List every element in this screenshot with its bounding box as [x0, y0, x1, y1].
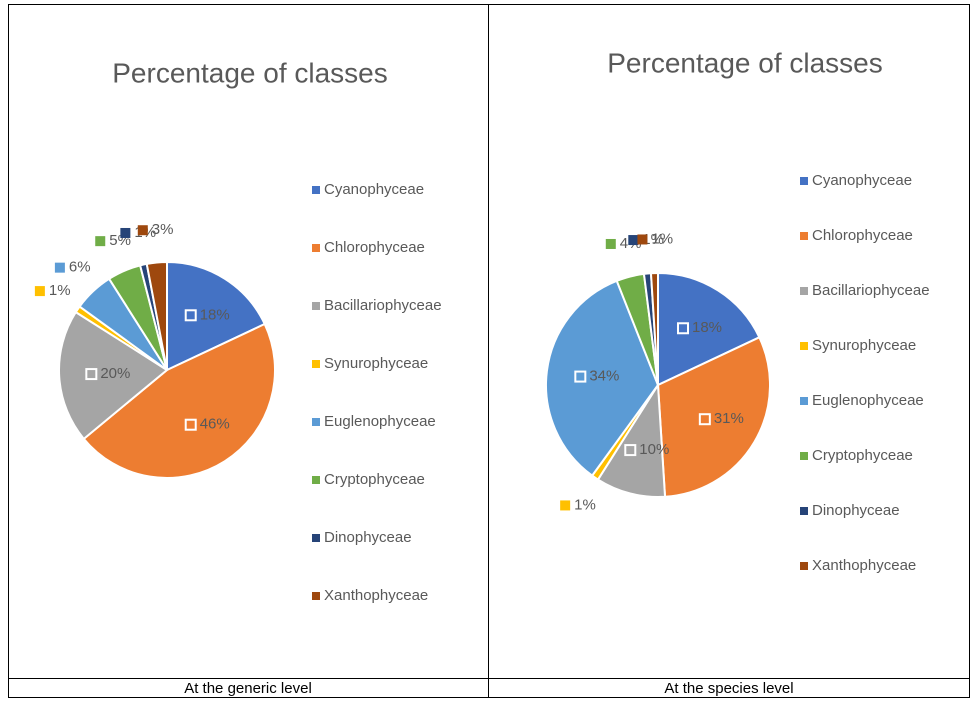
- label-marker: [677, 322, 690, 335]
- legend-label: Cyanophyceae: [812, 172, 912, 189]
- legend-swatch: [312, 418, 320, 426]
- legend-swatch: [800, 507, 808, 515]
- chart-title: Percentage of classes: [112, 57, 388, 88]
- legend-label: Dinophyceae: [324, 529, 412, 546]
- legend-swatch: [800, 452, 808, 460]
- label-marker: [184, 309, 197, 322]
- data-label: 34%: [589, 368, 619, 385]
- legend-label: Xanthophyceae: [324, 587, 428, 604]
- data-label: 6%: [69, 259, 91, 276]
- label-marker: [637, 234, 648, 245]
- label-marker: [560, 500, 571, 511]
- legend-label: Cryptophyceae: [324, 471, 425, 488]
- label-marker: [628, 235, 639, 246]
- label-marker: [34, 286, 45, 297]
- pie-slice: [657, 271, 761, 387]
- legend-swatch: [312, 302, 320, 310]
- data-label: 1%: [574, 496, 596, 513]
- data-label: 20%: [100, 365, 130, 382]
- pie-slice: [58, 310, 169, 441]
- legend-swatch: [312, 476, 320, 484]
- caption: At the generic level: [184, 680, 312, 697]
- legend-label: Synurophyceae: [324, 355, 428, 372]
- data-label: 10%: [639, 441, 669, 458]
- data-label: 1%: [642, 231, 664, 248]
- legend-swatch: [312, 186, 320, 194]
- pie-slice: [82, 322, 276, 479]
- data-label: 1%: [49, 282, 71, 299]
- legend-swatch: [800, 232, 808, 240]
- legend-swatch: [800, 397, 808, 405]
- legend-label: Euglenophyceae: [812, 392, 924, 409]
- legend-swatch: [312, 360, 320, 368]
- legend-swatch: [800, 562, 808, 570]
- legend-swatch: [800, 287, 808, 295]
- label-marker: [120, 227, 131, 238]
- legend-label: Synurophyceae: [812, 337, 916, 354]
- data-label: 3%: [152, 221, 174, 238]
- legend-label: Dinophyceae: [812, 502, 900, 519]
- data-label: 18%: [692, 319, 722, 336]
- pie-slice: [145, 260, 168, 371]
- legend-swatch: [800, 342, 808, 350]
- legend-label: Euglenophyceae: [324, 413, 436, 430]
- label-marker: [184, 418, 197, 431]
- legend-swatch: [312, 592, 320, 600]
- label-marker: [605, 238, 616, 249]
- pie-slice: [166, 260, 267, 372]
- pie-slice: [656, 335, 771, 498]
- data-label: 31%: [714, 410, 744, 427]
- label-marker: [137, 225, 148, 236]
- legend-label: Cyanophyceae: [324, 181, 424, 198]
- legend-label: Chlorophyceae: [812, 227, 913, 244]
- legend-swatch: [800, 177, 808, 185]
- legend-label: Cryptophyceae: [812, 447, 913, 464]
- label-marker: [698, 413, 711, 426]
- pie-slice: [545, 279, 660, 478]
- label-marker: [624, 444, 637, 457]
- pie-slice: [649, 271, 659, 386]
- legend-label: Chlorophyceae: [324, 239, 425, 256]
- label-marker: [85, 368, 98, 381]
- label-marker: [95, 236, 106, 247]
- legend-label: Bacillariophyceae: [324, 297, 442, 314]
- legend-swatch: [312, 534, 320, 542]
- data-label: 18%: [200, 306, 230, 323]
- data-label: 1%: [651, 230, 673, 247]
- data-label: 46%: [200, 416, 230, 433]
- label-marker: [54, 262, 65, 273]
- legend-label: Bacillariophyceae: [812, 282, 930, 299]
- legend-swatch: [312, 244, 320, 252]
- legend-label: Xanthophyceae: [812, 557, 916, 574]
- label-marker: [574, 370, 587, 383]
- chart-title: Percentage of classes: [607, 47, 883, 78]
- caption: At the species level: [664, 680, 793, 697]
